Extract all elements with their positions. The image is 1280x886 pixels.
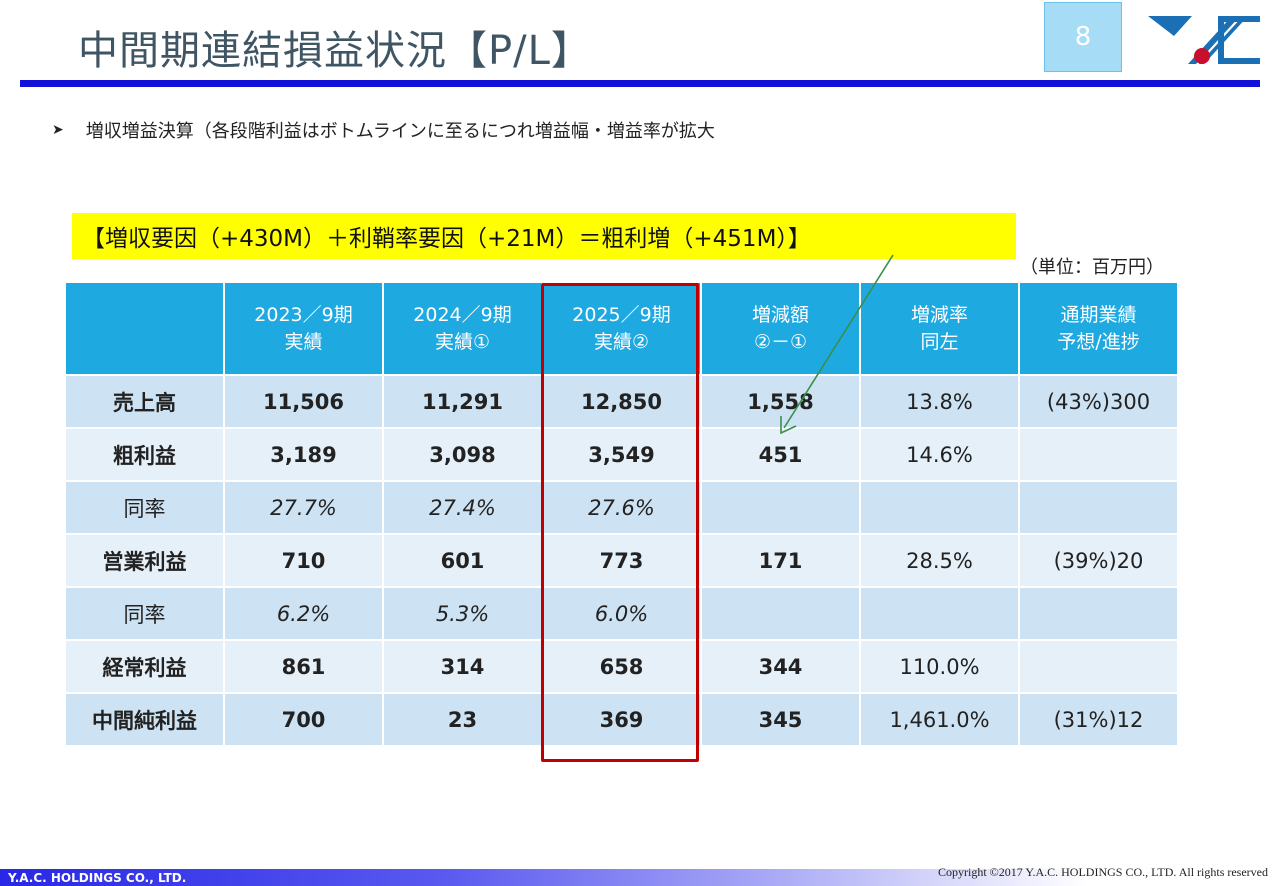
cell-fy2025: 3,549: [541, 427, 702, 482]
table-row-operating-profit: 営業利益 710 601 773 171 28.5% (39%)20: [64, 533, 1179, 588]
cell-fy2023: 11,506: [223, 374, 384, 429]
header-label-col: [64, 281, 225, 376]
header-rate: 増減率 同左: [859, 281, 1020, 376]
gross-profit-factor-callout: 【増収要因（+430M）＋利鞘率要因（+21M）＝粗利増（+451M）】: [72, 213, 1016, 259]
cell-forecast: [1018, 639, 1179, 694]
cell-diff: 345: [700, 692, 861, 747]
unit-note: （単位：百万円）: [1020, 257, 1164, 278]
cell-rate: 14.6%: [859, 427, 1020, 482]
arrowhead-bullet-icon: ➤: [52, 122, 64, 138]
row-label: 売上高: [64, 374, 225, 429]
yac-logo-icon: [1148, 16, 1260, 64]
table-row-operating-margin: 同率 6.2% 5.3% 6.0%: [64, 586, 1179, 641]
footer-company: Y.A.C. HOLDINGS CO., LTD.: [8, 871, 187, 885]
cell-diff: [700, 586, 861, 641]
cell-fy2024: 23: [382, 692, 543, 747]
cell-fy2023: 27.7%: [223, 480, 384, 535]
cell-forecast: [1018, 586, 1179, 641]
row-label: 中間純利益: [64, 692, 225, 747]
header-diff: 増減額 ②－①: [700, 281, 861, 376]
cell-fy2024: 314: [382, 639, 543, 694]
table-row-gross-margin: 同率 27.7% 27.4% 27.6%: [64, 480, 1179, 535]
cell-diff: 1,558: [700, 374, 861, 429]
cell-fy2025: 369: [541, 692, 702, 747]
cell-fy2023: 3,189: [223, 427, 384, 482]
row-label: 同率: [64, 586, 225, 641]
cell-rate: [859, 586, 1020, 641]
pl-table: 2023／9期 実績 2024／9期 実績① 2025／9期 実績② 増減額 ②－① 増…: [64, 281, 1179, 747]
cell-rate: 110.0%: [859, 639, 1020, 694]
title-underline: [20, 80, 1260, 87]
table-row-net-income: 中間純利益 700 23 369 345 1,461.0% (31%)12: [64, 692, 1179, 747]
header-fy2024: 2024／9期 実績①: [382, 281, 543, 376]
cell-fy2025: 773: [541, 533, 702, 588]
cell-fy2024: 27.4%: [382, 480, 543, 535]
cell-fy2025: 658: [541, 639, 702, 694]
row-label: 同率: [64, 480, 225, 535]
cell-diff: 171: [700, 533, 861, 588]
header-fy2025: 2025／9期 実績②: [541, 281, 702, 376]
cell-forecast: [1018, 427, 1179, 482]
summary-text: 増収増益決算（各段階利益はボトムラインに至るにつれ増益幅・増益率が拡大: [85, 121, 715, 142]
cell-diff: 451: [700, 427, 861, 482]
cell-fy2024: 11,291: [382, 374, 543, 429]
cell-fy2023: 710: [223, 533, 384, 588]
cell-fy2023: 700: [223, 692, 384, 747]
cell-fy2024: 5.3%: [382, 586, 543, 641]
cell-rate: 13.8%: [859, 374, 1020, 429]
table-header-row: 2023／9期 実績 2024／9期 実績① 2025／9期 実績② 増減額 ②－① 増…: [64, 281, 1179, 376]
header-fy2023: 2023／9期 実績: [223, 281, 384, 376]
cell-forecast: [1018, 480, 1179, 535]
cell-forecast: (31%)12: [1018, 692, 1179, 747]
cell-diff: [700, 480, 861, 535]
cell-fy2024: 3,098: [382, 427, 543, 482]
header-forecast: 通期業績 予想/進捗: [1018, 281, 1179, 376]
row-label: 営業利益: [64, 533, 225, 588]
cell-rate: 1,461.0%: [859, 692, 1020, 747]
table-row-sales: 売上高 11,506 11,291 12,850 1,558 13.8% (43…: [64, 374, 1179, 429]
footer-copyright: Copyright ©2017 Y.A.C. HOLDINGS CO., LTD…: [938, 865, 1268, 879]
cell-forecast: (39%)20: [1018, 533, 1179, 588]
cell-fy2025: 27.6%: [541, 480, 702, 535]
cell-rate: [859, 480, 1020, 535]
page-number: 8: [1044, 2, 1122, 72]
cell-fy2024: 601: [382, 533, 543, 588]
cell-fy2025: 12,850: [541, 374, 702, 429]
cell-forecast: (43%)300: [1018, 374, 1179, 429]
summary-bullet: ➤ 増収増益決算（各段階利益はボトムラインに至るにつれ増益幅・増益率が拡大: [52, 117, 715, 143]
row-label: 経常利益: [64, 639, 225, 694]
cell-rate: 28.5%: [859, 533, 1020, 588]
cell-diff: 344: [700, 639, 861, 694]
page-title: 中間期連結損益状況【P/L】: [78, 28, 592, 74]
footer-bar: [0, 869, 1280, 886]
cell-fy2025: 6.0%: [541, 586, 702, 641]
cell-fy2023: 861: [223, 639, 384, 694]
row-label: 粗利益: [64, 427, 225, 482]
table-row-ordinary-profit: 経常利益 861 314 658 344 110.0%: [64, 639, 1179, 694]
cell-fy2023: 6.2%: [223, 586, 384, 641]
table-row-gross-profit: 粗利益 3,189 3,098 3,549 451 14.6%: [64, 427, 1179, 482]
